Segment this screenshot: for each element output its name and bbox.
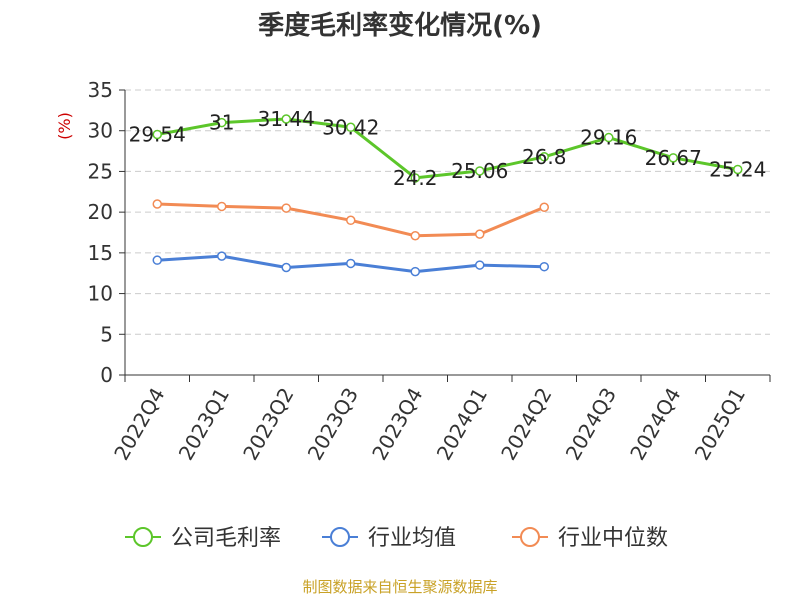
data-point [152, 255, 162, 265]
data-label: 29.16 [580, 126, 637, 150]
legend-swatch-marker [133, 527, 153, 547]
y-axis-unit-label: (%) [55, 112, 74, 140]
x-axis-ticks: 2022Q4 2023Q1 2023Q2 2023Q3 2023Q4 2024Q1 2024… [109, 375, 771, 465]
data-point [539, 152, 549, 162]
series-group [152, 114, 743, 277]
data-label: 26.67 [645, 146, 702, 170]
data-label: 30.42 [322, 115, 379, 139]
x-tick-label: 2022Q4 [109, 384, 169, 465]
data-point [152, 199, 162, 209]
x-tick-label: 2025Q1 [690, 384, 750, 465]
data-label: 25.24 [709, 157, 766, 181]
x-tick-label: 2023Q2 [238, 384, 298, 465]
data-point [410, 231, 420, 241]
data-point [217, 251, 227, 261]
data-point [475, 260, 485, 270]
data-point [410, 173, 420, 183]
data-point [733, 164, 743, 175]
x-tick-label: 2024Q2 [496, 384, 556, 465]
data-point [539, 261, 549, 272]
x-tick-label: 2024Q4 [625, 384, 685, 465]
data-point [475, 166, 485, 176]
data-point [152, 129, 162, 140]
x-tick-label: 2024Q3 [561, 384, 621, 465]
data-point [539, 202, 549, 213]
y-tick-label: 5 [100, 322, 113, 346]
legend: 公司毛利率 行业均值 行业中位数 [125, 526, 668, 551]
y-tick-label: 0 [100, 363, 113, 387]
data-labels: 29.54 31 31.44 30.42 24.2 25.06 26.8 29.16 26.67… [129, 107, 767, 190]
chart-title: 季度毛利率变化情况(%) [258, 10, 542, 41]
data-point [346, 122, 356, 133]
series-line [157, 117, 739, 180]
data-label: 29.54 [129, 122, 186, 146]
data-point [604, 132, 614, 143]
data-point [217, 201, 227, 212]
data-point [346, 258, 356, 269]
x-tick-label: 2023Q3 [303, 384, 363, 465]
y-tick-label: 30 [88, 119, 113, 143]
legend-label: 行业中位数 [558, 526, 668, 551]
legend-label: 行业均值 [368, 526, 456, 551]
data-point [281, 262, 291, 273]
data-label: 24.2 [393, 166, 438, 190]
y-tick-label: 20 [88, 200, 113, 224]
data-label: 31 [209, 111, 234, 135]
data-label: 31.44 [258, 107, 315, 131]
y-tick-label: 15 [88, 241, 113, 265]
data-point [281, 203, 291, 213]
data-label: 26.8 [522, 145, 567, 169]
data-point [217, 117, 227, 128]
legend-swatch-marker [520, 527, 540, 547]
data-point [346, 215, 356, 226]
x-tick-label: 2023Q4 [367, 384, 427, 465]
data-label: 25.06 [451, 159, 508, 183]
legend-swatch-marker [330, 527, 350, 547]
data-point [475, 229, 485, 239]
x-tick-label: 2023Q1 [174, 384, 234, 465]
x-tick-label: 2024Q1 [432, 384, 492, 465]
legend-label: 公司毛利率 [171, 526, 281, 551]
data-point [410, 266, 420, 277]
y-tick-label: 35 [88, 78, 113, 102]
source-note: 制图数据来自恒生聚源数据库 [302, 578, 497, 596]
y-axis-ticks: 0 5 10 15 20 25 30 35 [88, 78, 125, 387]
y-tick-label: 10 [88, 282, 113, 306]
gridlines [125, 89, 770, 335]
data-point [668, 153, 678, 163]
y-tick-label: 25 [88, 159, 113, 183]
data-point [281, 114, 291, 124]
